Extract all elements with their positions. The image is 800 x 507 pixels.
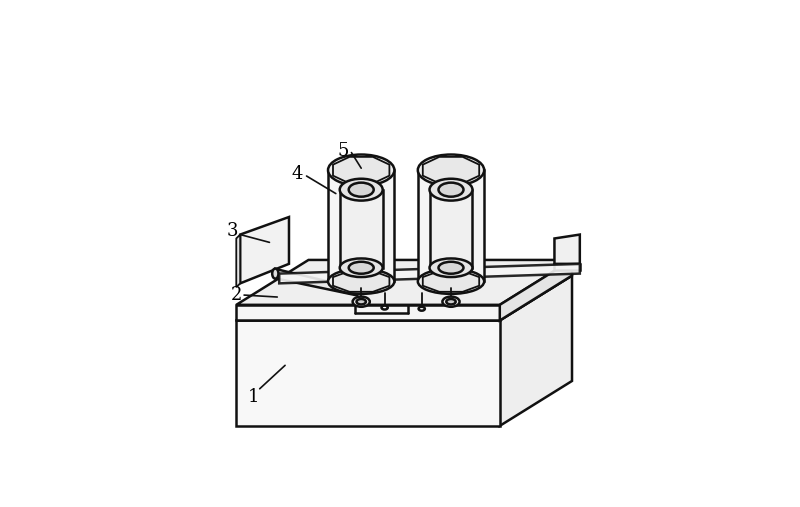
Polygon shape (422, 157, 479, 184)
Text: 3: 3 (226, 222, 238, 240)
Polygon shape (275, 269, 358, 296)
Ellipse shape (438, 183, 463, 197)
Polygon shape (418, 170, 484, 281)
Polygon shape (554, 235, 580, 264)
Ellipse shape (340, 259, 382, 277)
Ellipse shape (430, 259, 473, 277)
Ellipse shape (328, 269, 394, 294)
Ellipse shape (418, 307, 425, 311)
Polygon shape (236, 260, 572, 305)
Polygon shape (236, 235, 240, 287)
Ellipse shape (340, 179, 382, 201)
Ellipse shape (349, 262, 374, 274)
Polygon shape (236, 320, 500, 426)
Ellipse shape (442, 297, 459, 307)
Polygon shape (333, 271, 390, 292)
Ellipse shape (357, 299, 366, 304)
Text: 2: 2 (230, 286, 242, 304)
Polygon shape (236, 305, 500, 320)
Text: 1: 1 (248, 387, 259, 406)
Ellipse shape (418, 269, 484, 294)
Polygon shape (333, 157, 390, 184)
Polygon shape (236, 275, 572, 320)
Ellipse shape (430, 179, 473, 201)
Ellipse shape (446, 299, 456, 304)
Polygon shape (340, 190, 382, 268)
Ellipse shape (328, 155, 394, 186)
Ellipse shape (272, 269, 278, 279)
Polygon shape (422, 271, 479, 292)
Polygon shape (430, 190, 473, 268)
Polygon shape (240, 217, 289, 283)
Ellipse shape (349, 183, 374, 197)
Ellipse shape (438, 262, 463, 274)
Ellipse shape (418, 155, 484, 186)
Polygon shape (554, 264, 580, 270)
Ellipse shape (353, 297, 370, 307)
Text: 5: 5 (338, 141, 350, 160)
Polygon shape (279, 264, 580, 283)
Polygon shape (500, 275, 572, 426)
Polygon shape (500, 260, 572, 320)
Ellipse shape (382, 306, 388, 309)
Polygon shape (328, 170, 394, 281)
Text: 4: 4 (291, 165, 302, 183)
